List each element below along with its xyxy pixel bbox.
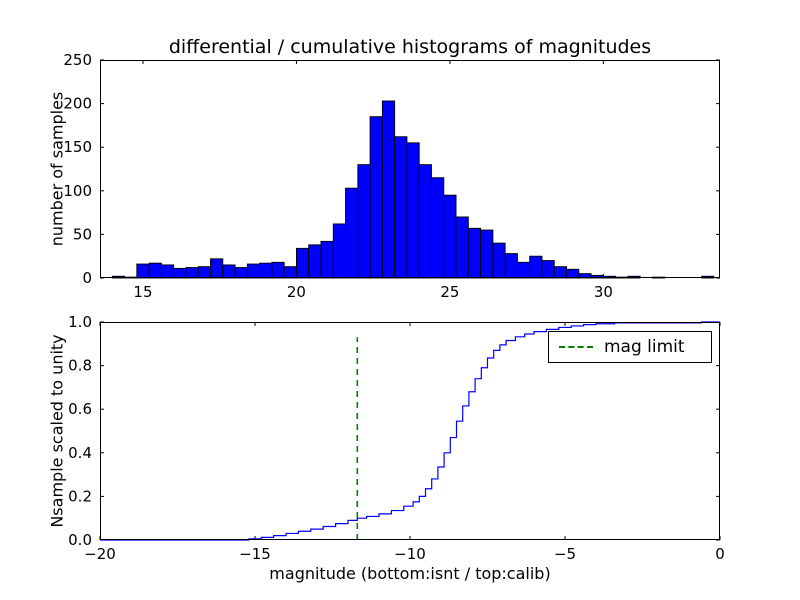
svg-text:150: 150 [63,138,92,156]
svg-text:0.8: 0.8 [68,357,92,375]
x-axis-label: magnitude (bottom:isnt / top:calib) [269,564,551,583]
legend-box: mag limit [548,331,712,363]
svg-text:−15: −15 [239,545,271,563]
top-plot-ylabel: number of samples [47,91,67,247]
svg-text:25: 25 [440,283,459,301]
mag-limit-dashed-line-swatch [559,346,593,348]
svg-text:200: 200 [63,95,92,113]
svg-text:−5: −5 [554,545,576,563]
svg-text:20: 20 [287,283,306,301]
svg-text:0.0: 0.0 [68,531,92,549]
svg-text:0.2: 0.2 [68,487,92,505]
svg-text:−10: −10 [394,545,426,563]
svg-text:−20: −20 [84,545,116,563]
svg-text:30: 30 [594,283,613,301]
bottom-plot-ylabel: Nsample scaled to unity [47,334,67,528]
svg-text:100: 100 [63,182,92,200]
svg-text:0.6: 0.6 [68,400,92,418]
svg-text:0.4: 0.4 [68,444,92,462]
top-histogram-plot: 15 20 25 30 0 50 100 150 200 250 [63,51,720,301]
figure-title: differential / cumulative histograms of … [168,36,652,58]
svg-text:250: 250 [63,51,92,69]
svg-text:0: 0 [715,545,725,563]
svg-text:0: 0 [82,269,92,287]
bottom-cumulative-plot: −20 −15 −10 −5 0 0.0 0.2 0.4 0.6 0.8 1.0 [68,313,725,563]
svg-text:1.0: 1.0 [68,313,92,331]
svg-text:15: 15 [133,283,152,301]
legend-label: mag limit [604,337,685,357]
svg-text:50: 50 [73,225,92,243]
